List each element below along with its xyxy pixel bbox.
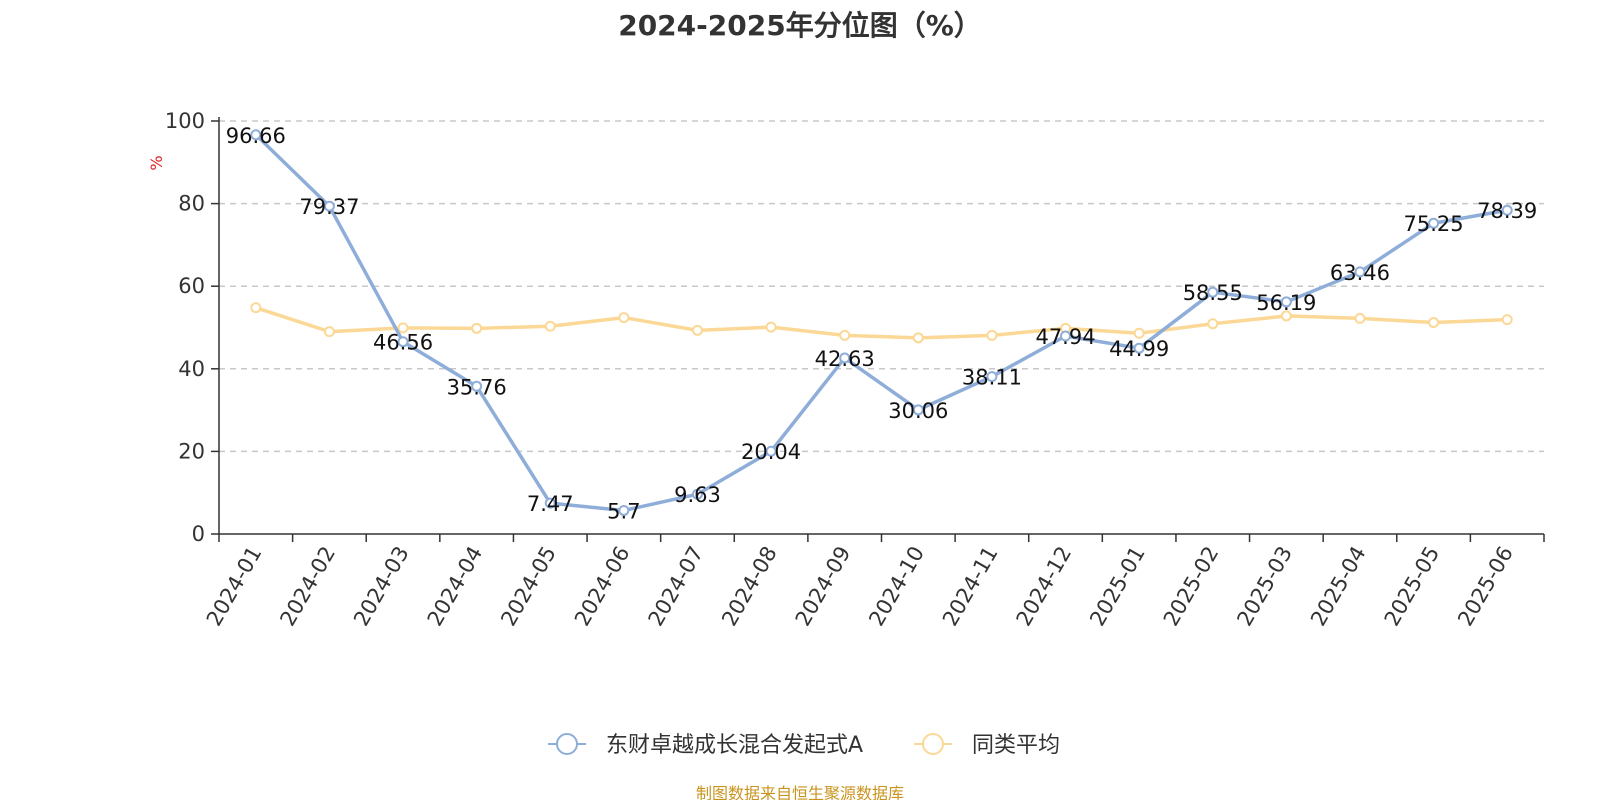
series-point (1280, 310, 1292, 322)
series-point (986, 371, 998, 383)
series-point (1354, 266, 1366, 278)
data-label: 47.94 (1035, 325, 1095, 349)
data-label: 38.11 (962, 366, 1022, 390)
data-label: 5.7 (607, 499, 640, 523)
series-point (544, 497, 556, 509)
data-label: 63.46 (1330, 261, 1390, 285)
y-axis-unit-label: % (147, 155, 166, 170)
series-point (1060, 330, 1072, 342)
series-point (1501, 204, 1513, 216)
x-tick-label: 2025-05 (1380, 542, 1445, 630)
series-point (912, 404, 924, 416)
x-tick-label: 2025-03 (1232, 542, 1297, 630)
x-tick-label: 2024-09 (791, 542, 856, 630)
x-tick-label: 2025-02 (1159, 542, 1224, 630)
series-point (691, 488, 703, 500)
series-point (1354, 312, 1366, 324)
series-layer (250, 129, 1513, 516)
data-label: 7.47 (527, 492, 574, 516)
x-tick-label: 2024-10 (864, 542, 929, 630)
series-point (397, 336, 409, 348)
legend-label: 东财卓越成长混合发起式A (606, 733, 863, 758)
legend-label: 同类平均 (972, 733, 1060, 758)
y-tick-label: 80 (178, 192, 205, 216)
data-label: 9.63 (674, 483, 721, 507)
y-tick-label: 100 (165, 109, 205, 133)
data-label: 44.99 (1109, 337, 1169, 361)
x-tick-label: 2024-07 (644, 542, 709, 630)
series-point (618, 504, 630, 516)
legend-swatch-marker (556, 733, 578, 755)
series-point (1133, 342, 1145, 354)
series-point (471, 322, 483, 334)
data-label: 78.39 (1477, 199, 1537, 223)
grid-layer (219, 120, 1544, 453)
data-label: 58.55 (1183, 281, 1243, 305)
y-tick-label: 40 (178, 357, 205, 381)
series-point (912, 332, 924, 344)
series-point (765, 321, 777, 333)
x-tick-label: 2024-12 (1012, 542, 1077, 630)
series-point (1207, 318, 1219, 330)
series-point (471, 380, 483, 392)
series-point (1280, 296, 1292, 308)
x-tick-label: 2024-03 (349, 542, 414, 630)
data-label: 75.25 (1404, 212, 1464, 236)
x-tick-label: 2024-06 (570, 542, 635, 630)
x-tick-label: 2025-01 (1085, 542, 1150, 630)
data-label: 35.76 (447, 375, 507, 399)
series-line (254, 133, 1508, 513)
label-layer: 96.66 79.37 46.56 35.76 7.47 5.7 9.63 20.04 42.6… (226, 124, 1538, 524)
x-tick-label: 2024-04 (423, 542, 488, 630)
series-point (618, 312, 630, 324)
y-tick-label: 0 (192, 522, 205, 546)
data-label: 20.04 (741, 440, 801, 464)
y-tick-label: 20 (178, 439, 205, 463)
series-point (323, 200, 335, 212)
data-label: 42.63 (815, 347, 875, 371)
series-point (323, 326, 335, 338)
series-point (765, 445, 777, 457)
x-tick-label: 2025-06 (1453, 542, 1518, 630)
series-point (544, 320, 556, 332)
data-label: 30.06 (888, 399, 948, 423)
x-tick-label: 2024-08 (717, 542, 782, 630)
series-point (1428, 317, 1440, 329)
series-point (1133, 327, 1145, 339)
series-point (839, 352, 851, 364)
series-point (250, 129, 262, 141)
series-point (1207, 286, 1219, 298)
series-line (255, 306, 1508, 340)
data-label: 79.37 (299, 195, 359, 219)
x-tick-label: 2025-04 (1306, 542, 1371, 630)
series-point (250, 302, 262, 314)
data-label: 96.66 (226, 124, 286, 148)
y-tick-label: 60 (178, 274, 205, 298)
data-label: 46.56 (373, 331, 433, 355)
series-point (839, 329, 851, 341)
x-tick-label: 2024-02 (275, 542, 340, 630)
series-point (1501, 314, 1513, 326)
series-point (986, 329, 998, 341)
data-label: 56.19 (1256, 291, 1316, 315)
legend: 东财卓越成长混合发起式A 同类平均 (548, 733, 1060, 758)
legend-swatch-marker (922, 733, 944, 755)
x-tick-label: 2024-11 (938, 542, 1003, 630)
x-tick-label: 2024-05 (496, 542, 561, 630)
series-point (1428, 217, 1440, 229)
series-point (691, 324, 703, 336)
chart-title: 2024-2025年分位图（%） (618, 9, 982, 42)
source-note: 制图数据来自恒生聚源数据库 (695, 784, 904, 800)
series-point (397, 322, 409, 334)
x-tick-label: 2024-01 (202, 542, 267, 630)
